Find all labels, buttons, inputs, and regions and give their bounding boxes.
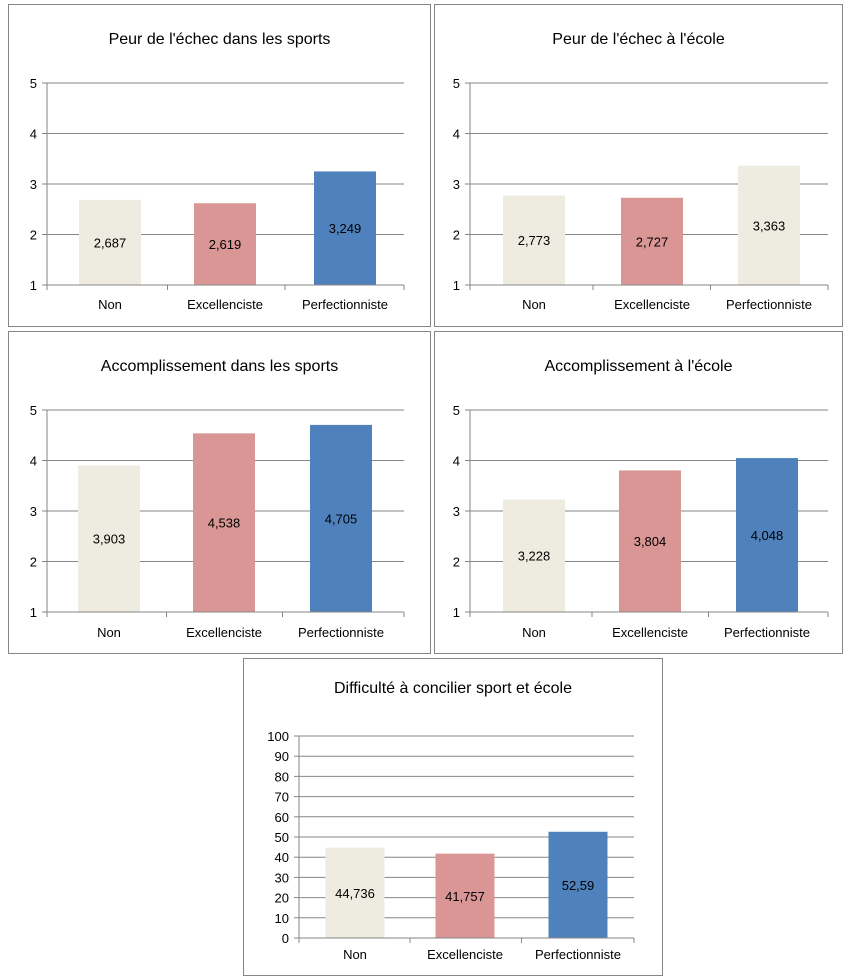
y-tick-label: 5 (453, 403, 460, 418)
data-label: 3,249 (329, 221, 362, 236)
y-tick-label: 3 (453, 504, 460, 519)
y-tick-label: 50 (275, 830, 289, 845)
data-label: 3,903 (93, 532, 126, 547)
y-tick-label: 1 (30, 278, 37, 293)
data-label: 3,804 (634, 534, 667, 549)
chart-svg: Peur de l'échec à l'école 1 2 3 4 5 2,773 2,727… (453, 31, 829, 312)
chart-svg: Accomplissement dans les sports 1 2 3 4 5 3,90… (30, 358, 405, 640)
y-tick-label: 2 (453, 555, 460, 570)
y-tick-label: 2 (453, 228, 460, 243)
y-tick-label: 40 (275, 850, 289, 865)
x-category-label: Excellenciste (187, 297, 263, 312)
x-category-label: Perfectionniste (298, 625, 384, 640)
data-label: 3,363 (753, 218, 786, 233)
y-tick-label: 2 (30, 228, 37, 243)
y-tick-label: 3 (453, 177, 460, 192)
chart-title: Difficulté à concilier sport et école (334, 680, 572, 697)
x-category-label: Excellenciste (427, 947, 503, 962)
data-label: 4,048 (751, 528, 784, 543)
chart-panel-peur-echec-ecole: Peur de l'échec à l'école 1 2 3 4 5 2,773 2,727… (434, 4, 843, 327)
chart-svg: Difficulté à concilier sport et école 0 10… (267, 680, 635, 962)
bar-excellenciste (619, 470, 681, 612)
x-category-label: Perfectionniste (302, 297, 388, 312)
bar-excellenciste (435, 853, 495, 938)
bar-excellenciste (193, 433, 255, 612)
y-tick-label: 4 (453, 127, 460, 142)
bar-non (325, 847, 385, 938)
x-category-label: Perfectionniste (724, 625, 810, 640)
chart-svg: Peur de l'échec dans les sports 1 2 3 4 5 2,68… (30, 31, 405, 312)
x-category-label: Non (522, 297, 546, 312)
x-category-label: Excellenciste (612, 625, 688, 640)
x-category-label: Perfectionniste (726, 297, 812, 312)
bar-non (79, 199, 141, 285)
y-tick-label: 2 (30, 555, 37, 570)
bar-non (78, 465, 140, 612)
y-tick-label: 1 (453, 605, 460, 620)
data-label: 2,773 (518, 233, 551, 248)
x-category-label: Non (522, 625, 546, 640)
x-category-label: Non (98, 297, 122, 312)
y-tick-label: 4 (453, 454, 460, 469)
data-label: 4,538 (208, 516, 241, 531)
bar-perfectionniste (738, 165, 800, 285)
y-tick-label: 4 (30, 454, 37, 469)
y-tick-label: 5 (30, 403, 37, 418)
y-tick-label: 60 (275, 810, 289, 825)
bar-perfectionniste (548, 831, 608, 938)
bar-excellenciste (194, 203, 256, 285)
y-tick-label: 3 (30, 177, 37, 192)
chart-panel-accomplissement-ecole: Accomplissement à l'école 1 2 3 4 5 3,228 3,804… (434, 331, 843, 654)
bar-perfectionniste (736, 458, 798, 612)
data-label: 2,727 (636, 234, 669, 249)
chart-panel-accomplissement-sports: Accomplissement dans les sports 1 2 3 4 5 3,90… (8, 331, 431, 654)
data-label: 52,59 (562, 878, 595, 893)
y-tick-label: 30 (275, 870, 289, 885)
y-tick-label: 10 (275, 911, 289, 926)
y-tick-label: 90 (275, 749, 289, 764)
data-label: 4,705 (325, 511, 358, 526)
data-label: 2,619 (209, 237, 242, 252)
y-tick-label: 0 (282, 931, 289, 946)
data-label: 44,736 (335, 886, 375, 901)
chart-title: Accomplissement dans les sports (101, 358, 338, 375)
y-tick-label: 5 (30, 76, 37, 91)
chart-panel-difficulte-concilier: Difficulté à concilier sport et école 0 10… (243, 658, 663, 976)
x-category-label: Perfectionniste (535, 947, 621, 962)
y-tick-label: 1 (453, 278, 460, 293)
x-category-label: Excellenciste (186, 625, 262, 640)
bar-perfectionniste (310, 424, 372, 612)
y-tick-label: 80 (275, 769, 289, 784)
y-tick-label: 70 (275, 790, 289, 805)
y-tick-label: 5 (453, 76, 460, 91)
chart-panel-peur-echec-sports: Peur de l'échec dans les sports 1 2 3 4 5 2,68… (8, 4, 431, 327)
data-label: 41,757 (445, 889, 485, 904)
bar-excellenciste (621, 197, 683, 285)
data-label: 3,228 (518, 549, 551, 564)
x-category-label: Non (343, 947, 367, 962)
chart-svg: Accomplissement à l'école 1 2 3 4 5 3,228 3,804… (453, 358, 829, 640)
y-tick-label: 20 (275, 891, 289, 906)
y-tick-label: 1 (30, 605, 37, 620)
x-category-label: Non (97, 625, 121, 640)
x-category-label: Excellenciste (614, 297, 690, 312)
chart-title: Accomplissement à l'école (544, 358, 732, 375)
y-tick-label: 100 (267, 729, 289, 744)
y-tick-label: 4 (30, 127, 37, 142)
chart-title: Peur de l'échec dans les sports (109, 31, 331, 48)
bar-perfectionniste (314, 171, 376, 285)
data-label: 2,687 (94, 235, 127, 250)
bar-non (503, 195, 565, 285)
chart-title: Peur de l'échec à l'école (552, 31, 725, 48)
bar-non (503, 499, 565, 612)
y-tick-label: 3 (30, 504, 37, 519)
